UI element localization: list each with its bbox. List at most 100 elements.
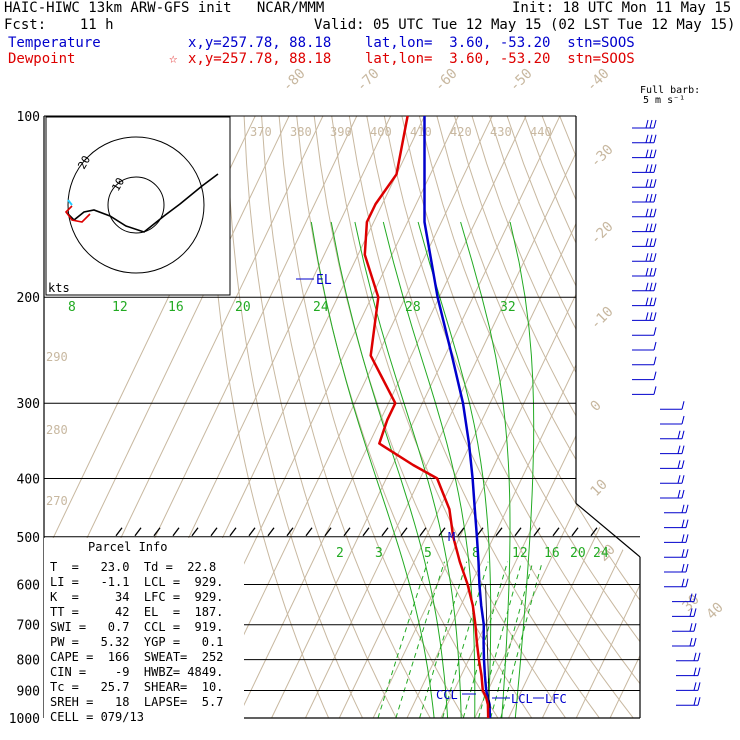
wind-barb-flag [689,608,693,617]
freezing-hatch [134,527,142,537]
header-model: HAIC-HIWC 13km ARW-GFS init NCAR/MMM [4,0,325,16]
mixing-ratio-label: 24 [593,546,609,561]
dry-adiabat-line [436,116,640,718]
wind-barb-flag [653,297,657,306]
isotherm-line [541,116,640,718]
wind-barb-flag [649,193,653,203]
hodograph-low-level [64,205,91,223]
moist-adiabat-line [417,221,492,718]
dry-adiabat-line [576,116,640,718]
wind-barb-flag [645,119,649,129]
wind-barb-flag [693,623,697,632]
wind-barb-flag [653,327,657,336]
wind-barb-flag [693,608,697,617]
wind-barb-flag [689,623,693,632]
wind-barb-flag [653,312,657,321]
mixing-ratio-line [377,561,429,718]
pressure-label: 700 [17,619,40,634]
wind-barb-flag [681,549,685,558]
wind-barb-flag [649,253,653,262]
freezing-hatch [495,527,503,537]
wind-barb-flag [697,682,701,691]
freezing-hatch [476,527,484,537]
wind-barb-flag [653,386,657,395]
wind-barb-flag [681,415,685,425]
wind-barb-flag [653,238,657,247]
pressure-label: 200 [17,291,40,306]
dry-adiabat-line [278,116,465,718]
wind-barb-flag [685,519,689,528]
mixing-ratio-label: 2 [336,546,344,561]
wind-barb-flag [645,193,649,203]
barb-legend-title: Full barb: [640,85,701,96]
wind-barb-flag [649,267,653,277]
freezing-hatch [438,527,446,537]
wind-barb-flag [653,356,657,365]
temperature-location: x,y=257.78, 88.18 lat,lon= 3.60, -53.20 … [188,35,635,51]
parcel-info-row: CAPE = 166 SWEAT= 252 [50,650,224,664]
freezing-hatch [533,527,541,537]
theta-label: 280 [46,423,68,437]
parcel-path-line [485,584,491,709]
freezing-hatch [457,527,465,537]
wind-barb-flag [649,119,653,129]
theta-label: 270 [46,494,68,508]
dry-adiabat-line [366,116,634,718]
m-label: M [448,530,455,544]
header-init: Init: 18 UTC Mon 11 May 15 [512,0,732,16]
wind-barb-flag [685,534,689,543]
wind-barb-flag [645,149,649,158]
freezing-hatch [115,527,123,537]
wind-barb-flag [685,549,689,558]
freezing-hatch [571,527,579,537]
wind-barb-flag [649,312,653,321]
dry-adiabat-line [559,116,640,718]
freezing-hatch [210,527,218,537]
wind-barb-flag [693,593,697,602]
wind-barb-flag [645,208,649,217]
el-label: EL [316,273,332,288]
mixing-ratio-line [442,561,489,718]
wind-barb-flag [649,282,653,291]
pressure-label: 800 [17,654,40,669]
dry-adiabat-line [471,116,640,718]
wind-barb-flag [653,164,657,173]
wind-barb-flag [697,667,701,676]
wind-barb-flag [653,149,657,158]
freezing-hatch [400,527,408,537]
pressure-label: 400 [17,472,40,487]
mixing-ratio-label: 5 [424,546,432,561]
moist-adiabat-line [382,221,476,718]
pressure-label: 300 [17,397,40,412]
freezing-hatch [229,527,237,537]
moist-adiabat-line [330,221,449,718]
dewpoint-label: Dewpoint [8,51,76,67]
wind-barb-flag [681,445,685,454]
dry-adiabat-line [506,116,640,718]
theta-e-label: 420 [450,125,472,139]
wind-barb-flag [649,134,653,143]
hodograph-ring-inner [107,176,165,234]
wind-barb-flag [653,208,657,217]
wind-barb-flag [677,430,681,439]
parcel-info-row: CELL = 079/13 [50,710,144,724]
freezing-hatch [381,527,389,537]
moist-adiabat-label: 12 [112,300,128,315]
isotherm-line [203,116,493,718]
header-valid: Valid: 05 UTC Tue 12 May 15 (02 LST Tue … [314,17,736,33]
lfc-label: LFC [545,692,567,706]
isotherm-line [575,116,640,718]
wind-barb-flag [649,179,653,188]
parcel-info-row: PW = 5.32 YGP = 0.1 [50,635,224,649]
pressure-label: 1000 [9,712,40,727]
isotherm-label: -80 [280,66,309,95]
moist-adiabat-label: 24 [313,300,329,315]
mixing-ratio-line [395,561,445,718]
wind-barb-flag [677,460,681,469]
freezing-hatch [305,527,313,537]
freezing-hatch [191,527,199,537]
pressure-label: 600 [17,578,40,593]
wind-barb-flag [685,578,689,587]
freezing-hatch [362,527,370,537]
